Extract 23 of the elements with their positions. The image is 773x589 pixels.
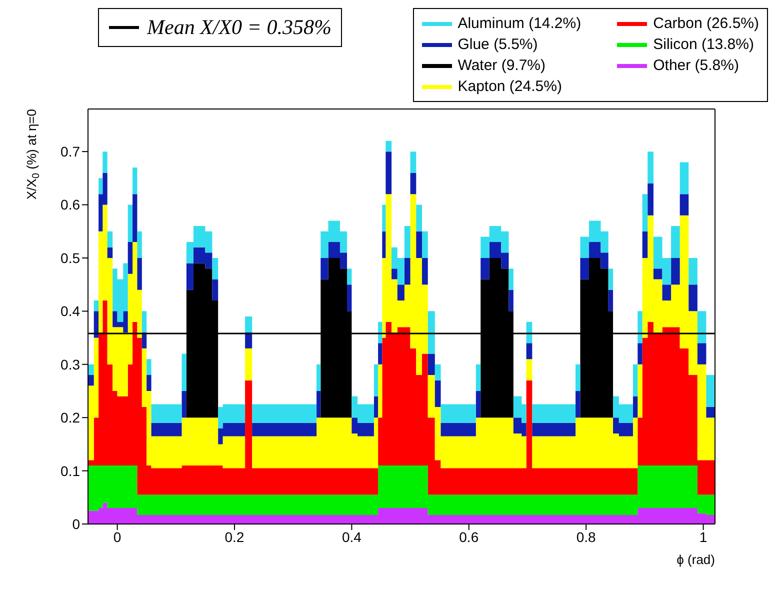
y-tick-label: 0.7: [60, 144, 80, 160]
legend-label: Aluminum (14.2%): [458, 15, 582, 32]
x-tick-label: 1: [699, 528, 708, 545]
legend-label: Carbon (26.5%): [653, 15, 759, 32]
x-axis-title: ϕ (rad): [676, 552, 715, 567]
x-tick-label: 0.8: [576, 528, 596, 545]
x-tick-label: 0.2: [224, 528, 244, 545]
legend-label: Mean X/X0 = 0.358%: [147, 15, 332, 40]
y-tick-label: 0.6: [60, 196, 80, 213]
y-tick-label: 0.2: [60, 410, 80, 426]
y-tick-label: 0.3: [60, 356, 80, 372]
legend-label: Glue (5.5%): [458, 36, 538, 53]
x-tick-label: 0: [113, 528, 122, 545]
legend-label: Other (5.8%): [653, 57, 739, 74]
y-tick-label: 0: [72, 516, 80, 532]
x-tick-label: 0.6: [459, 528, 479, 545]
y-tick-label: 0.5: [60, 250, 80, 266]
legend-label: Kapton (24.5%): [458, 78, 562, 95]
x-tick-label: 0.4: [342, 528, 362, 545]
y-tick-label: 0.4: [60, 303, 80, 320]
legend-label: Silicon (13.8%): [653, 36, 754, 53]
legend-label: Water (9.7%): [458, 57, 546, 74]
y-tick-label: 0.1: [60, 462, 80, 479]
